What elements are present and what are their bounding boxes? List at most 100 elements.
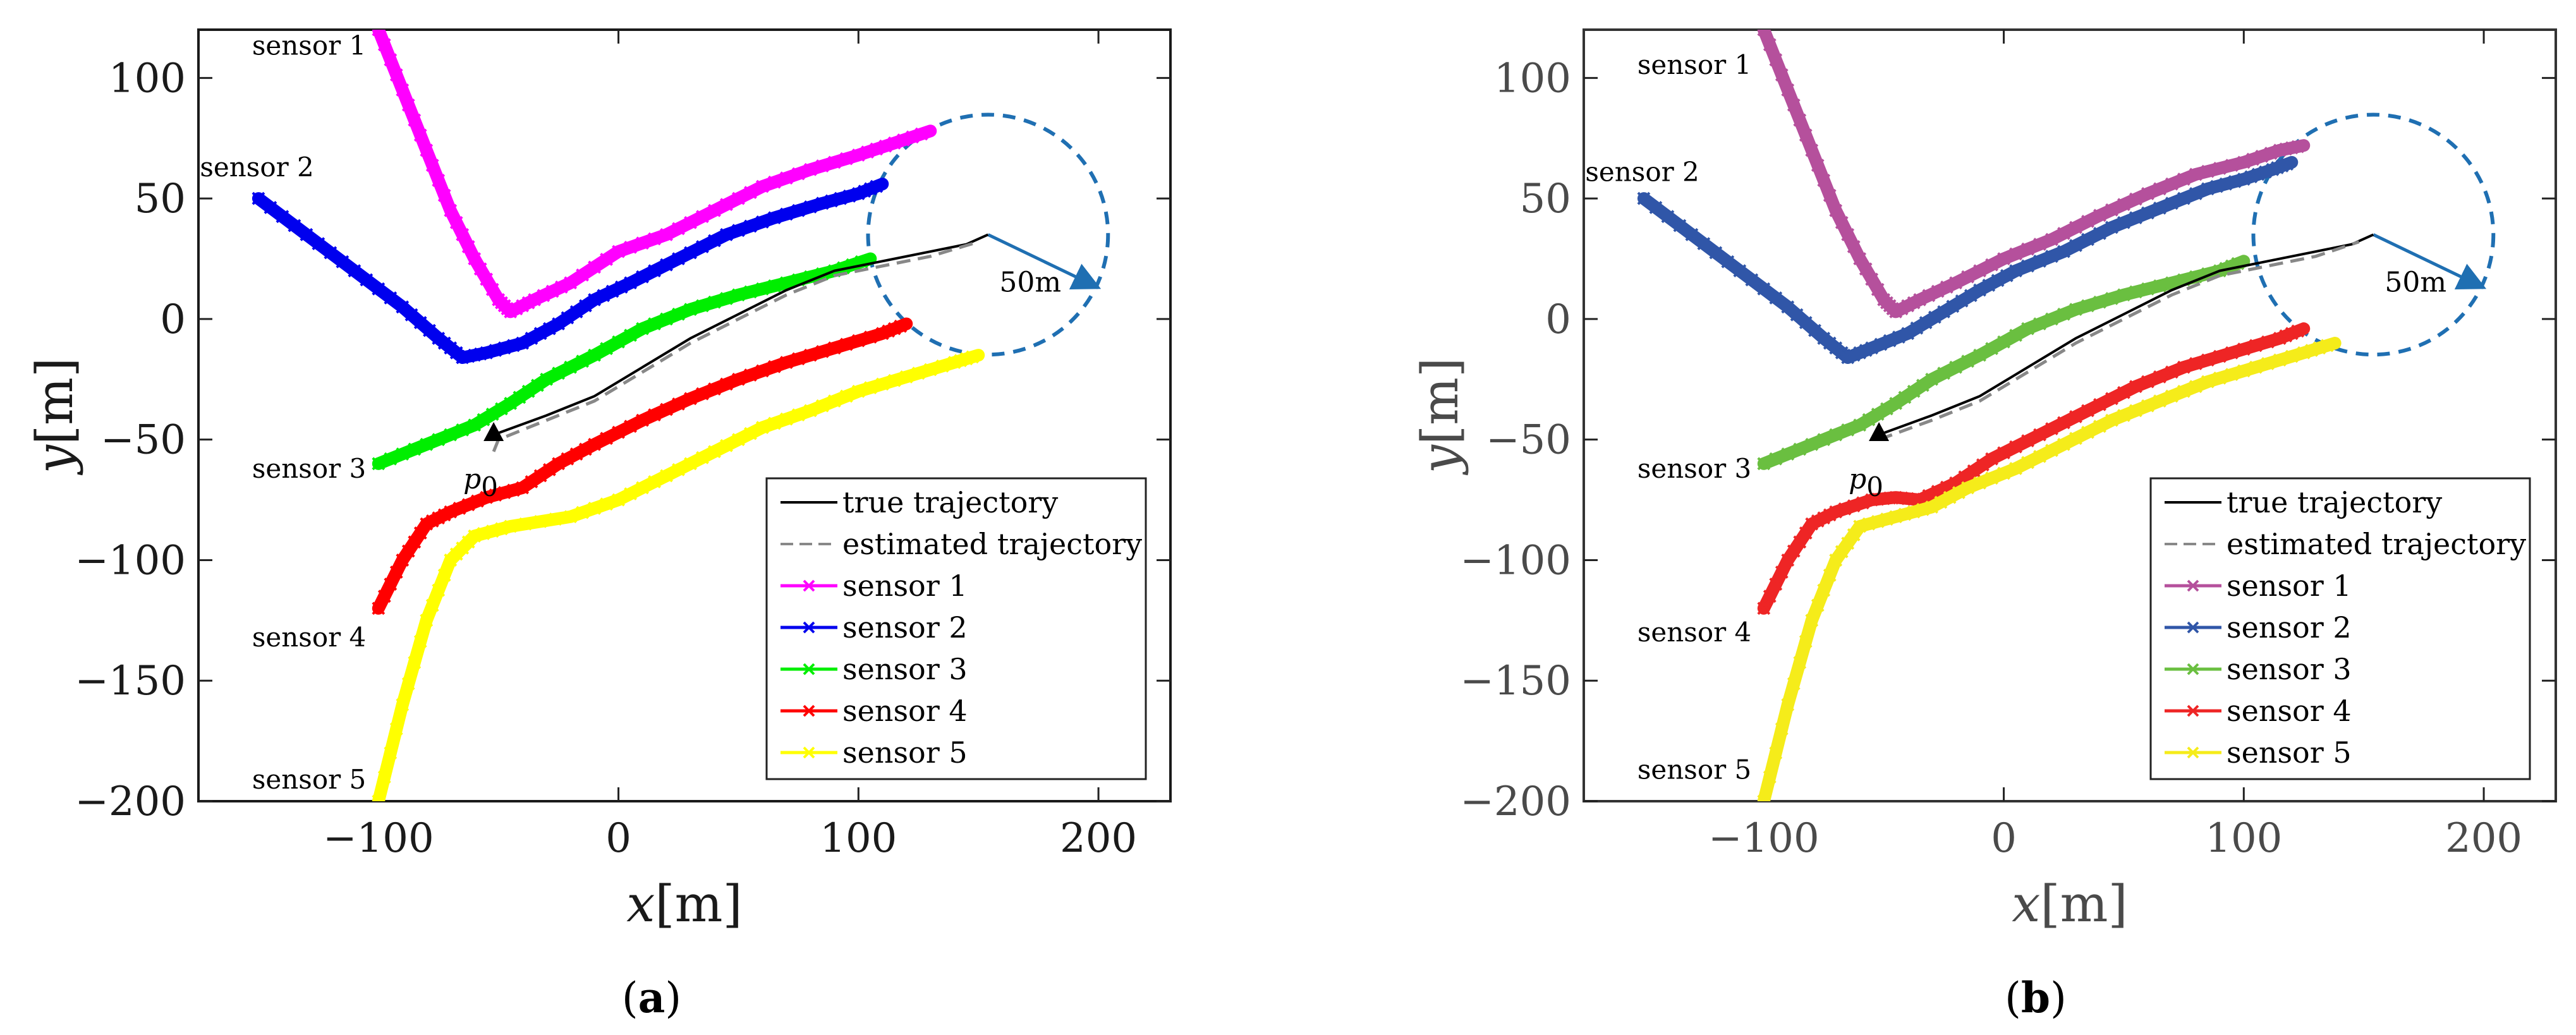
marker-point: [839, 389, 853, 403]
marker-point: [384, 291, 398, 305]
marker-point: [1934, 495, 1948, 509]
legend-entry: sensor 2: [781, 610, 968, 645]
marker-point: [2153, 279, 2166, 293]
marker-point: [756, 421, 769, 434]
marker-point: [2249, 339, 2263, 353]
marker-point: [1685, 227, 1699, 241]
legend-entry: sensor 2: [2165, 610, 2352, 645]
marker-point: [2021, 242, 2034, 256]
y-tick-label: 100: [109, 55, 186, 102]
marker-point: [2228, 174, 2242, 188]
marker-point: [863, 381, 877, 395]
marker-point: [2105, 392, 2118, 406]
marker-point: [1964, 289, 1978, 303]
marker-point: [413, 128, 427, 142]
legend-label: sensor 5: [2227, 735, 2352, 770]
marker-point: [542, 322, 556, 336]
marker-point: [696, 239, 709, 253]
marker-point: [1880, 402, 1893, 416]
marker-point: [542, 463, 556, 476]
marker-point: [2225, 368, 2239, 382]
legend-marker: [2187, 705, 2199, 717]
marker-point: [521, 384, 535, 398]
marker-point: [2081, 214, 2094, 228]
marker-point: [1817, 174, 1831, 187]
marker-point: [636, 481, 649, 495]
legend-label: sensor 2: [842, 610, 968, 645]
marker-point: [2213, 371, 2227, 385]
marker-point: [2069, 432, 2082, 445]
radius-arrow: [2372, 233, 2487, 290]
marker-point: [612, 335, 625, 349]
legend-entry: estimated trajectory: [2165, 527, 2526, 561]
marker-point: [2033, 317, 2046, 330]
marker-point: [564, 510, 578, 524]
legend-label: sensor 1: [842, 569, 968, 603]
legend-entry: sensor 1: [2165, 569, 2352, 603]
marker-point: [911, 366, 925, 380]
marker-point: [1757, 30, 1771, 37]
marker-point: [2117, 385, 2130, 399]
legend-entry: sensor 5: [2165, 735, 2352, 770]
marker-point: [408, 113, 422, 127]
series-markers-sensor-5: [1757, 339, 2334, 801]
marker-point: [377, 770, 391, 784]
marker-point: [1823, 188, 1837, 202]
marker-point: [887, 373, 901, 387]
marker-point: [732, 288, 745, 302]
series-markers-sensor-1: [1757, 30, 2305, 318]
marker-point: [525, 331, 538, 345]
marker-point: [1985, 452, 1998, 466]
marker-point: [600, 342, 613, 356]
marker-point: [1922, 289, 1936, 303]
true-trajectory-line: [493, 233, 989, 436]
marker-point: [660, 402, 673, 416]
marker-point: [530, 378, 544, 392]
marker-point: [1829, 554, 1843, 567]
marker-point: [2081, 425, 2094, 439]
marker-point: [834, 191, 848, 205]
y-tick-label: 50: [1520, 176, 1571, 222]
x-tick-label: 200: [1060, 815, 1137, 862]
marker-point: [1985, 342, 1998, 356]
marker-point: [2105, 221, 2118, 234]
start-point-marker: [1869, 422, 1890, 442]
marker-point: [767, 211, 781, 225]
marker-point: [842, 189, 856, 203]
series-markers-sensor-4: [372, 319, 908, 615]
marker-point: [2033, 449, 2046, 463]
marker-point: [497, 341, 511, 355]
marker-point: [1769, 291, 1783, 305]
marker-point: [2045, 312, 2058, 326]
marker-point: [420, 143, 434, 157]
marker-point: [2225, 159, 2239, 172]
marker-point: [600, 253, 613, 266]
marker-point: [396, 447, 410, 461]
legend-entry: sensor 4: [2165, 694, 2352, 728]
marker-point: [815, 197, 829, 210]
marker-point: [732, 372, 745, 386]
marker-point: [477, 413, 490, 427]
marker-point: [533, 514, 547, 528]
marker-point: [803, 162, 817, 176]
marker-point: [495, 402, 508, 416]
marker-point: [624, 420, 637, 433]
marker-point: [870, 179, 884, 193]
marker-point: [504, 519, 518, 533]
x-axis-label: x[m]: [626, 875, 742, 933]
marker-point: [495, 522, 508, 536]
marker-point: [672, 463, 685, 476]
marker-point: [756, 282, 769, 296]
marker-point: [1856, 496, 1869, 510]
marker-point: [1799, 526, 1813, 540]
marker-point: [2213, 161, 2227, 175]
marker-point: [1649, 200, 1663, 214]
marker-point: [420, 614, 434, 627]
marker-point: [2219, 177, 2233, 191]
marker-point: [720, 439, 733, 452]
marker-point: [851, 148, 865, 162]
marker-point: [1889, 397, 1903, 410]
marker-point: [2153, 394, 2166, 408]
marker-point: [2141, 399, 2154, 413]
